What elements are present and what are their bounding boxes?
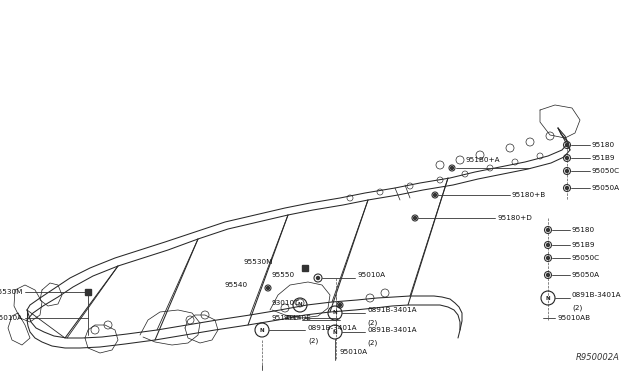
Circle shape [413,217,417,219]
Text: 951B0+A: 951B0+A [466,157,500,163]
Circle shape [451,167,454,170]
Text: 95140E: 95140E [283,315,311,321]
Text: 95050A: 95050A [592,185,620,191]
Text: 95530M: 95530M [0,289,23,295]
Text: 95180+B: 95180+B [512,192,547,198]
Text: 0891B-3401A: 0891B-3401A [572,292,621,298]
Text: 95010AB: 95010AB [557,315,590,321]
Text: 95010A: 95010A [0,315,23,321]
Circle shape [317,276,319,279]
Circle shape [566,157,568,160]
Text: (2): (2) [367,320,377,326]
Text: N: N [298,302,302,308]
Circle shape [547,228,550,231]
Text: (2): (2) [367,340,377,346]
Text: 95050A: 95050A [572,272,600,278]
Text: N: N [260,327,264,333]
Text: 95180: 95180 [592,142,615,148]
Circle shape [566,144,568,147]
Text: 95540: 95540 [225,282,248,288]
Text: 95050C: 95050C [592,168,620,174]
Text: 93010C: 93010C [272,300,300,306]
Text: 95010A: 95010A [340,349,368,355]
Text: 95010A: 95010A [357,272,385,278]
Text: N: N [546,295,550,301]
Text: N: N [333,330,337,334]
Text: 95050C: 95050C [572,255,600,261]
Text: 95180: 95180 [572,227,595,233]
Text: (2): (2) [572,305,582,311]
Circle shape [547,244,550,247]
Circle shape [266,286,269,289]
Text: 95140C: 95140C [272,315,300,321]
Text: 95550: 95550 [272,272,295,278]
Text: 951B9: 951B9 [592,155,616,161]
Text: 0891B-3401A: 0891B-3401A [367,327,417,333]
Text: N: N [333,311,337,315]
Text: R950002A: R950002A [576,353,620,362]
Circle shape [566,170,568,173]
Circle shape [566,186,568,189]
Text: 95180+D: 95180+D [497,215,532,221]
Circle shape [547,273,550,276]
Circle shape [547,257,550,260]
Text: 951B9: 951B9 [572,242,595,248]
Circle shape [433,193,436,196]
Text: 95530M: 95530M [244,259,273,265]
Text: (2): (2) [308,338,318,344]
Circle shape [339,304,342,307]
Text: 0891B-3401A: 0891B-3401A [308,325,358,331]
Text: 0891B-3401A: 0891B-3401A [367,307,417,313]
